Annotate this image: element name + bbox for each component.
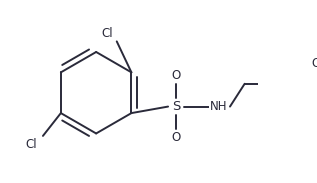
Text: Cl: Cl: [101, 27, 113, 40]
Text: O: O: [171, 131, 181, 144]
Text: NH: NH: [210, 100, 227, 113]
Text: O: O: [312, 57, 317, 70]
Text: Cl: Cl: [26, 138, 37, 151]
Text: S: S: [172, 100, 180, 113]
Text: O: O: [171, 69, 181, 82]
